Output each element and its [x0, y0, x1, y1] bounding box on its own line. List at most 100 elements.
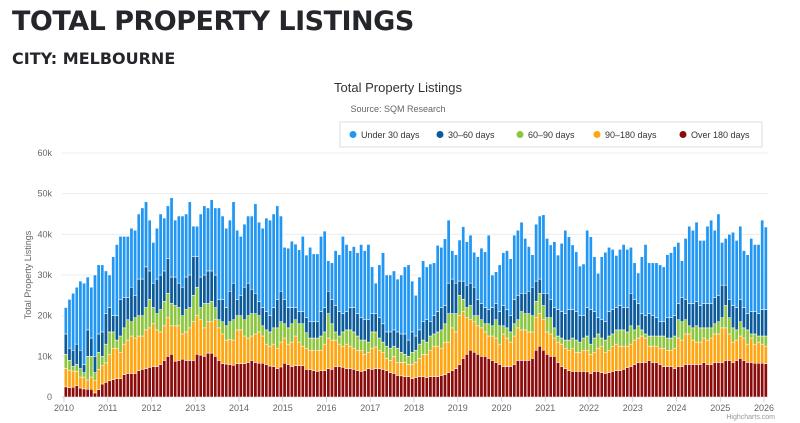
bar-segment[interactable]: [537, 293, 542, 314]
bar-segment[interactable]: [417, 329, 422, 345]
bar-segment[interactable]: [585, 307, 590, 337]
bar-stack[interactable]: [742, 250, 746, 398]
bar-stack[interactable]: [271, 213, 276, 398]
bar-segment[interactable]: [268, 365, 272, 398]
bar-segment[interactable]: [213, 274, 218, 308]
bar-segment[interactable]: [381, 252, 385, 325]
bar-segment[interactable]: [548, 299, 553, 318]
bar-segment[interactable]: [213, 356, 218, 398]
bar-segment[interactable]: [370, 266, 374, 314]
bar-segment[interactable]: [712, 297, 717, 325]
bar-segment[interactable]: [694, 221, 699, 302]
bar-segment[interactable]: [683, 364, 688, 398]
bar-segment[interactable]: [691, 303, 695, 329]
bar-segment[interactable]: [257, 315, 261, 333]
bar-segment[interactable]: [749, 337, 754, 363]
bar-segment[interactable]: [362, 370, 367, 398]
bar-segment[interactable]: [133, 230, 137, 296]
bar-segment[interactable]: [454, 282, 458, 314]
bar-segment[interactable]: [176, 282, 181, 308]
bar-segment[interactable]: [275, 368, 280, 398]
bar-segment[interactable]: [93, 392, 97, 398]
bar-segment[interactable]: [472, 315, 477, 323]
bar-segment[interactable]: [279, 215, 283, 292]
bar-segment[interactable]: [395, 331, 400, 349]
bar-segment[interactable]: [238, 329, 243, 364]
bar-segment[interactable]: [578, 352, 582, 372]
bar-segment[interactable]: [63, 354, 68, 369]
bar-segment[interactable]: [93, 356, 97, 373]
bar-segment[interactable]: [720, 362, 724, 398]
bar-segment[interactable]: [253, 203, 258, 294]
bar-segment[interactable]: [435, 345, 440, 377]
bar-segment[interactable]: [67, 347, 72, 361]
bar-segment[interactable]: [749, 362, 754, 398]
bar-stack[interactable]: [435, 245, 440, 398]
bar-segment[interactable]: [636, 362, 641, 398]
bar-segment[interactable]: [231, 319, 236, 341]
bar-stack[interactable]: [275, 205, 280, 398]
bar-segment[interactable]: [432, 333, 436, 347]
bar-stack[interactable]: [508, 258, 513, 398]
bar-segment[interactable]: [698, 364, 703, 398]
bar-segment[interactable]: [89, 337, 94, 357]
bar-segment[interactable]: [483, 251, 487, 308]
bar-segment[interactable]: [136, 213, 141, 280]
bar-stack[interactable]: [446, 219, 451, 398]
bar-segment[interactable]: [187, 360, 192, 398]
bar-segment[interactable]: [523, 360, 528, 398]
bar-segment[interactable]: [242, 335, 247, 364]
bar-segment[interactable]: [734, 360, 739, 398]
bar-segment[interactable]: [519, 221, 524, 294]
bar-segment[interactable]: [614, 329, 619, 345]
bar-segment[interactable]: [523, 313, 528, 331]
bar-segment[interactable]: [399, 375, 404, 398]
bar-segment[interactable]: [403, 362, 407, 377]
bar-segment[interactable]: [111, 315, 116, 333]
bar-segment[interactable]: [541, 349, 546, 398]
legend-item[interactable]: Under 30 days: [349, 130, 421, 140]
bar-segment[interactable]: [351, 331, 356, 349]
bar-segment[interactable]: [187, 327, 192, 361]
bar-segment[interactable]: [639, 313, 644, 331]
bar-stack[interactable]: [516, 230, 520, 398]
bar-segment[interactable]: [519, 329, 524, 361]
bar-segment[interactable]: [592, 352, 597, 372]
bar-segment[interactable]: [497, 264, 502, 312]
bar-segment[interactable]: [519, 360, 524, 398]
bar-segment[interactable]: [738, 225, 743, 300]
bar-stack[interactable]: [468, 234, 473, 398]
bar-stack[interactable]: [366, 244, 371, 398]
bar-stack[interactable]: [588, 236, 593, 398]
bar-segment[interactable]: [742, 360, 746, 398]
bar-stack[interactable]: [694, 221, 699, 398]
bar-segment[interactable]: [450, 370, 455, 398]
bar-segment[interactable]: [268, 315, 272, 333]
bar-segment[interactable]: [516, 230, 520, 296]
bar-stack[interactable]: [144, 201, 148, 398]
bar-segment[interactable]: [217, 319, 221, 329]
bar-segment[interactable]: [311, 253, 316, 323]
bar-segment[interactable]: [362, 250, 367, 320]
bar-segment[interactable]: [432, 376, 436, 398]
bar-stack[interactable]: [639, 256, 644, 398]
bar-segment[interactable]: [297, 365, 302, 398]
bar-segment[interactable]: [155, 227, 159, 280]
bar-segment[interactable]: [559, 366, 564, 398]
bar-segment[interactable]: [282, 337, 287, 364]
bar-segment[interactable]: [731, 232, 735, 306]
bar-stack[interactable]: [337, 254, 342, 398]
bar-segment[interactable]: [516, 360, 520, 398]
bar-segment[interactable]: [220, 321, 225, 335]
bar-segment[interactable]: [275, 299, 280, 329]
bar-segment[interactable]: [738, 358, 743, 398]
bar-segment[interactable]: [213, 207, 218, 276]
bar-segment[interactable]: [654, 362, 659, 398]
bar-stack[interactable]: [723, 238, 728, 398]
bar-segment[interactable]: [457, 280, 462, 296]
bar-stack[interactable]: [731, 232, 735, 398]
bar-segment[interactable]: [158, 274, 163, 310]
bar-segment[interactable]: [428, 376, 433, 398]
bar-segment[interactable]: [479, 327, 484, 357]
bar-segment[interactable]: [184, 331, 189, 361]
